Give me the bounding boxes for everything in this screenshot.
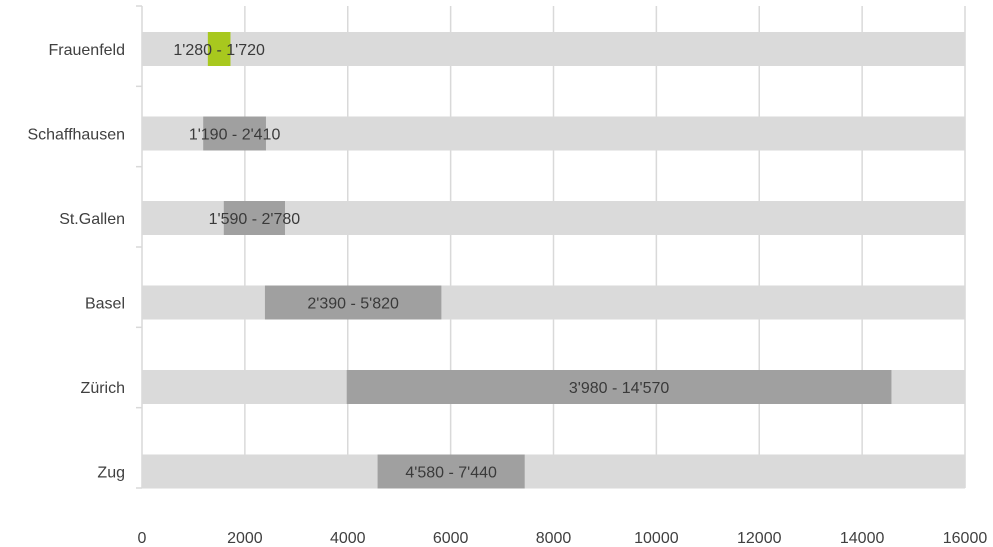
x-tick-label: 0 (138, 530, 147, 547)
bars (142, 32, 965, 489)
range-bar (346, 370, 892, 404)
category-label: St.Gallen (59, 211, 125, 228)
range-label: 1'190 - 2'410 (189, 127, 281, 144)
category-label: Frauenfeld (49, 42, 126, 59)
x-tick-label: 10000 (634, 530, 679, 547)
range-bar (377, 454, 525, 489)
labels: 0 2000 4000 6000 8000 10000 12000 14000 16000 1'2… (27, 42, 987, 547)
x-tick-label: 4000 (330, 530, 366, 547)
category-label: Zug (97, 465, 125, 482)
axes (136, 5, 143, 489)
background-bar (142, 454, 965, 489)
x-tick-label: 14000 (840, 530, 885, 547)
range-label: 2'390 - 5'820 (307, 296, 399, 313)
category-label: Zürich (81, 380, 125, 397)
background-bar (142, 116, 965, 151)
range-label: 3'980 - 14'570 (569, 380, 670, 397)
range-bar (264, 285, 442, 320)
range-bar (203, 116, 266, 151)
range-bar (223, 201, 285, 235)
x-tick-label: 2000 (227, 530, 263, 547)
grid-lines (244, 6, 966, 488)
background-bar (142, 32, 965, 66)
range-label: 1'280 - 1'720 (173, 42, 265, 59)
range-label: 1'590 - 2'780 (209, 211, 301, 228)
range-bar (207, 32, 231, 66)
category-label: Basel (85, 296, 125, 313)
range-label: 4'580 - 7'440 (405, 465, 497, 482)
x-tick-label: 6000 (433, 530, 469, 547)
x-tick-label: 8000 (536, 530, 572, 547)
x-tick-label: 12000 (737, 530, 782, 547)
x-tick-label: 16000 (943, 530, 988, 547)
category-label: Schaffhausen (27, 127, 125, 144)
